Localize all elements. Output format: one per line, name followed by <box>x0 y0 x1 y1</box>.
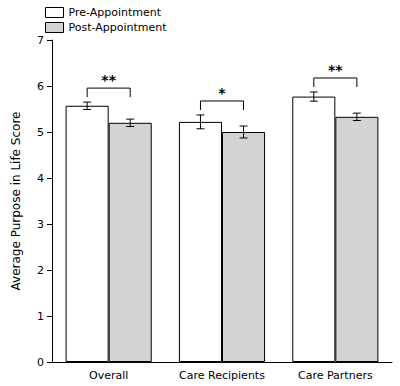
svg-text:Post-Appointment: Post-Appointment <box>69 21 168 34</box>
svg-text:**: ** <box>101 72 116 88</box>
svg-text:2: 2 <box>37 264 44 277</box>
svg-text:Overall: Overall <box>89 369 128 382</box>
svg-text:6: 6 <box>37 80 44 93</box>
svg-text:3: 3 <box>37 218 44 231</box>
svg-text:0: 0 <box>37 356 44 369</box>
svg-text:Care Recipients: Care Recipients <box>179 369 265 382</box>
svg-text:4: 4 <box>37 172 44 185</box>
svg-text:Pre-Appointment: Pre-Appointment <box>69 6 162 19</box>
svg-text:5: 5 <box>37 126 44 139</box>
svg-text:1: 1 <box>37 310 44 323</box>
svg-text:**: ** <box>328 62 343 78</box>
svg-text:7: 7 <box>37 34 44 47</box>
svg-text:Average Purpose in Life Score: Average Purpose in Life Score <box>9 112 23 291</box>
svg-text:Care Partners: Care Partners <box>298 369 373 382</box>
svg-text:*: * <box>218 85 226 101</box>
